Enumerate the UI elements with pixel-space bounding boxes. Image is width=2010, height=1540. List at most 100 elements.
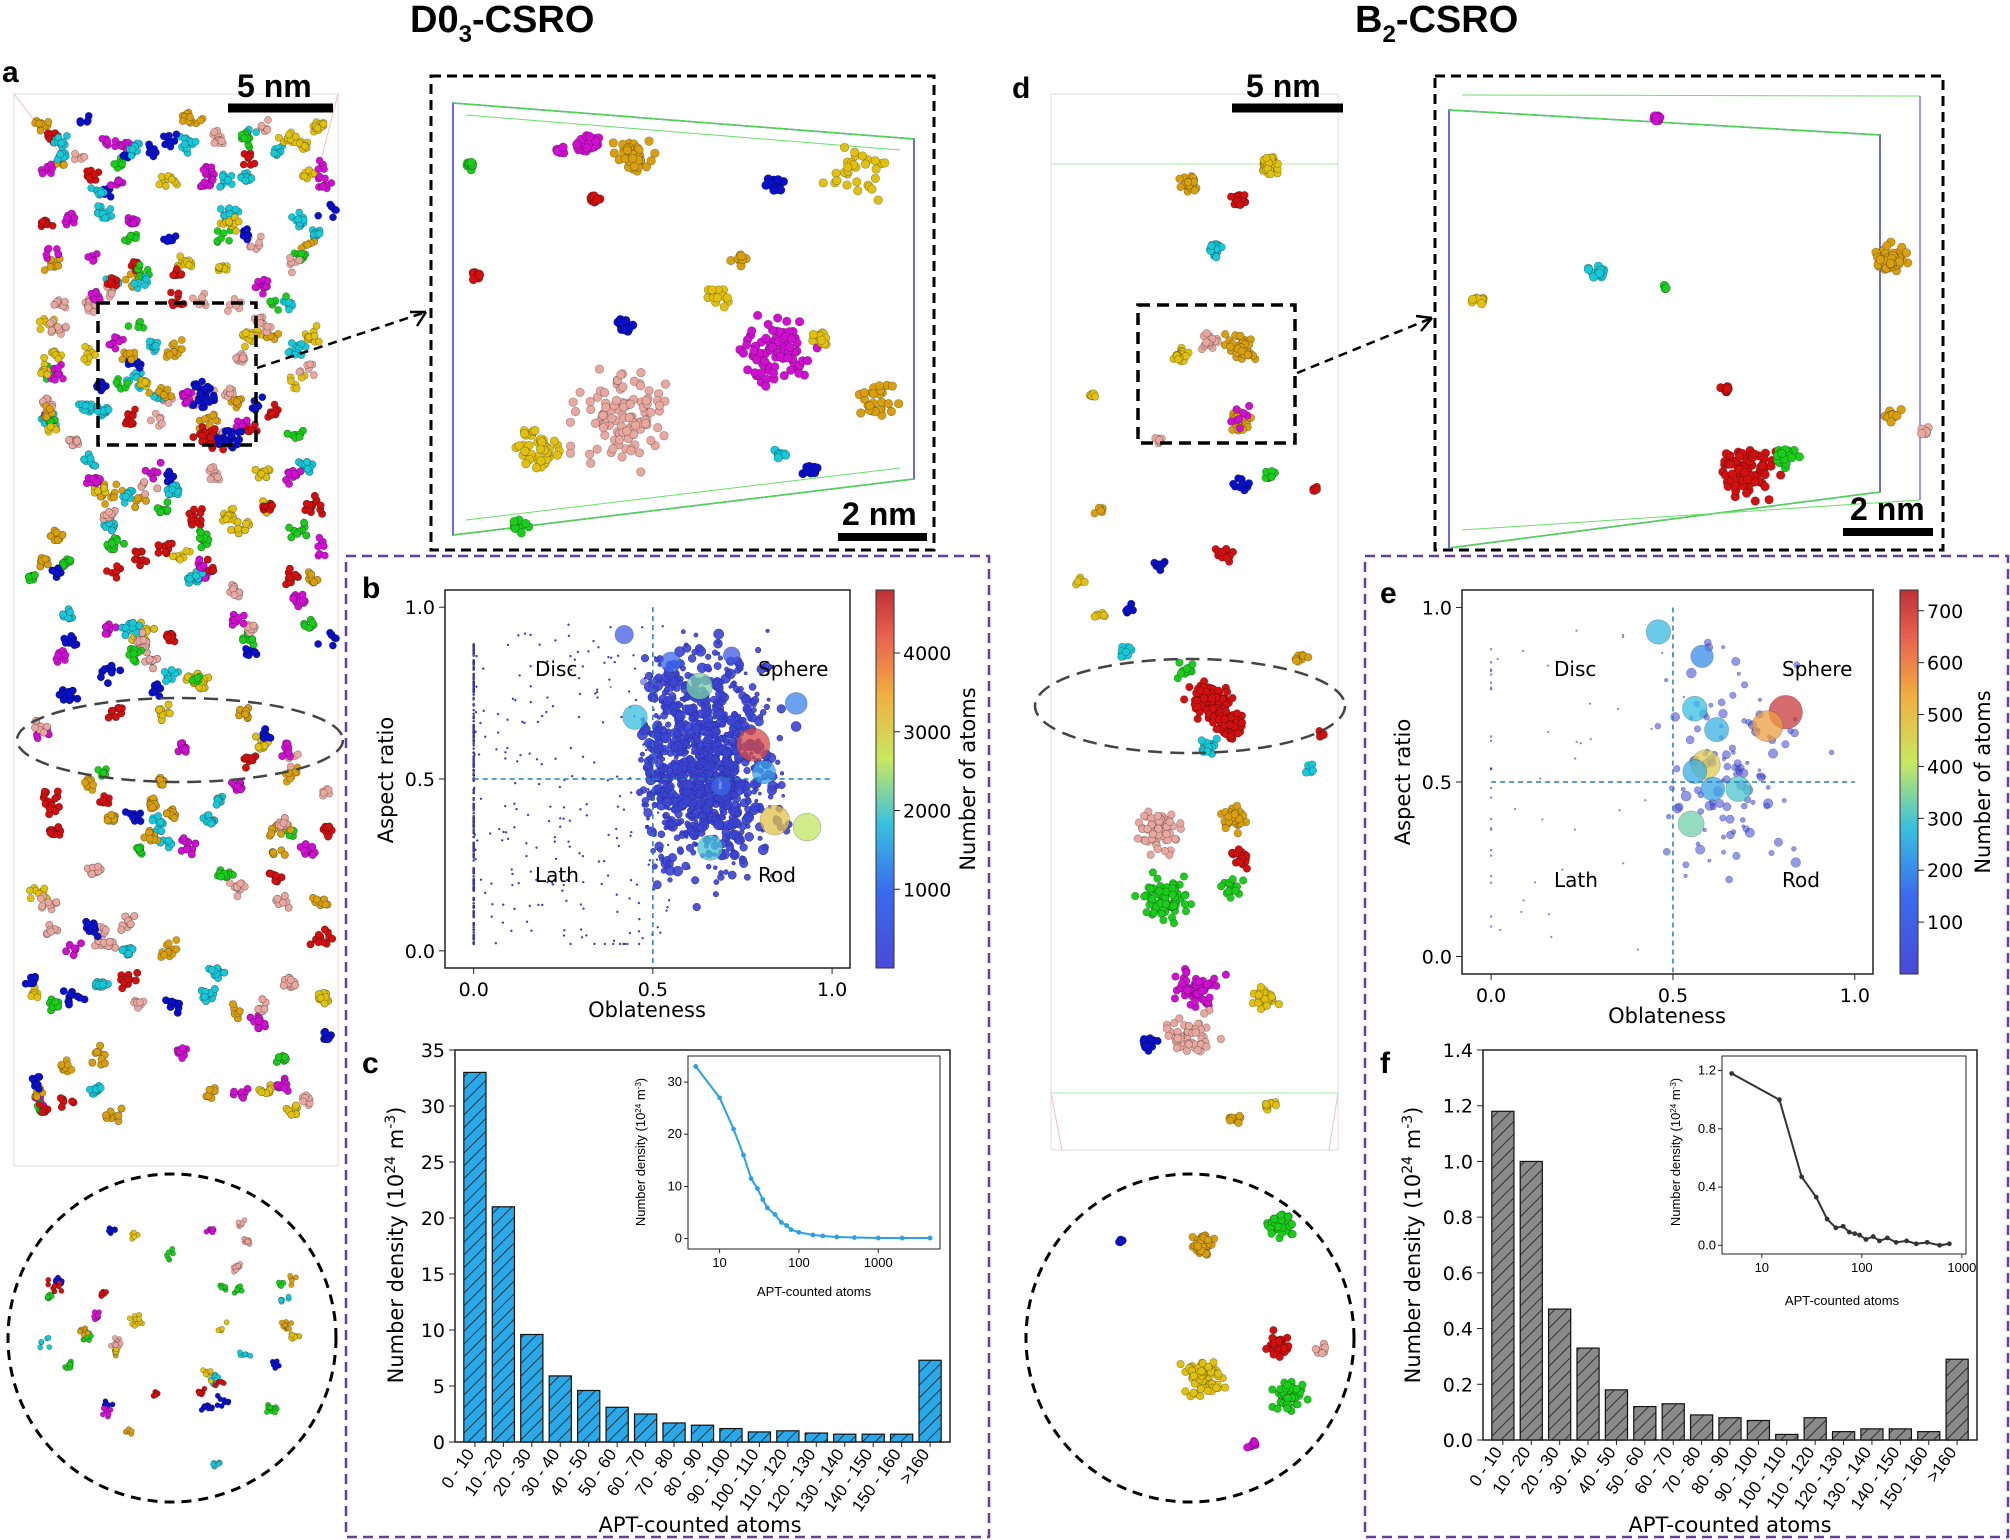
chart-f-ytick-1: 0.2 bbox=[1443, 1374, 1473, 1396]
chart-f-xlabel: APT-counted atoms bbox=[1628, 1513, 1831, 1537]
chart-c-inset-point-1 bbox=[717, 1095, 722, 1101]
chart-f-ytick-5: 1.0 bbox=[1443, 1151, 1473, 1173]
panel-label-a: a bbox=[2, 56, 19, 89]
chart-f-inset-point-2 bbox=[1799, 1174, 1805, 1180]
chart-c-inset-point-10 bbox=[784, 1223, 790, 1228]
chart-b-highlight-point-6 bbox=[736, 727, 771, 762]
chart-c-inset-point-13 bbox=[810, 1232, 816, 1238]
chart-e-colorbar-label: Number of atoms bbox=[1971, 690, 1995, 873]
chart-c-inset-point-18 bbox=[899, 1235, 905, 1241]
panel-label-e: e bbox=[1380, 577, 1397, 610]
zoom-arrow-d bbox=[1296, 316, 1433, 375]
chart-c-inset-point-5 bbox=[755, 1186, 760, 1191]
chart-b-ytick-1: 0.5 bbox=[405, 769, 435, 791]
chart-e-highlight-point-8 bbox=[1682, 759, 1708, 784]
chart-c-ytick-7: 35 bbox=[421, 1040, 445, 1062]
chart-b-scatter: 0.0 0.5 1.00.00.51.0 Disc Sphere Lath Rod … bbox=[374, 589, 980, 1022]
chart-e-xtick-2: 1.0 bbox=[1840, 985, 1870, 1007]
chart-e-colorbar-tick-4: 500 bbox=[1927, 705, 1963, 727]
chart-b-ytick-2: 1.0 bbox=[405, 597, 435, 619]
chart-b-highlight-point-1 bbox=[722, 646, 741, 665]
chart-b-highlight-point-9 bbox=[697, 834, 724, 861]
chart-f-inset-point-16 bbox=[1913, 1241, 1919, 1247]
panel-a-reconstruction: 5 nm bbox=[13, 68, 345, 1167]
chart-e-xtick-1: 0.5 bbox=[1658, 985, 1688, 1007]
chart-e-points bbox=[1489, 619, 1835, 951]
chart-c-ytick-3: 15 bbox=[421, 1264, 445, 1286]
chart-c-ytick-2: 10 bbox=[421, 1320, 445, 1342]
chart-e-highlight-point-4 bbox=[1677, 810, 1705, 838]
chart-c-xtick-16: >160 bbox=[896, 1445, 934, 1487]
chart-f-inset-xlabel: APT-counted atoms bbox=[1785, 1293, 1900, 1308]
chart-e-highlight-point-9 bbox=[1700, 776, 1726, 802]
chart-b-colorbar-tick-0: 1000 bbox=[903, 879, 951, 901]
chart-b-points bbox=[472, 623, 822, 946]
chart-f-inset-point-14 bbox=[1893, 1239, 1899, 1245]
chart-f-ytick-2: 0.4 bbox=[1443, 1319, 1473, 1341]
slice-circle-a bbox=[6, 1172, 338, 1504]
chart-b-highlight-point-5 bbox=[710, 775, 732, 797]
chart-e-colorbar bbox=[1899, 589, 1919, 975]
chart-f-ytick-4: 0.8 bbox=[1443, 1207, 1473, 1229]
chart-c-inset: 10 100 1000 0 10 20 30 APT-counted atoms Numbe… bbox=[633, 1055, 941, 1299]
chart-e-scatter: 0.0 0.5 1.00.00.51.0 Disc Sphere Lath Rod … bbox=[1391, 589, 1995, 1028]
chart-f-inset-point-0 bbox=[1729, 1071, 1735, 1076]
chart-f-inset-ytick-3: 1.2 bbox=[1698, 1063, 1716, 1078]
panel-label-b: b bbox=[362, 572, 380, 605]
chart-b-xtick-2: 1.0 bbox=[817, 979, 847, 1001]
panel-d-reconstruction: 5 nm bbox=[1033, 68, 1347, 1151]
chart-b-ytick-0: 0.0 bbox=[405, 941, 435, 963]
chart-e-ylabel: Aspect ratio bbox=[1391, 719, 1415, 845]
chart-c-inset-point-15 bbox=[834, 1234, 840, 1240]
chart-e-colorbar-tick-1: 200 bbox=[1927, 860, 1963, 882]
chart-c-inset-point-17 bbox=[875, 1235, 881, 1241]
chart-f-ylabel: Number density (1024 m-3) bbox=[1400, 1107, 1425, 1384]
chart-f-inset-point-12 bbox=[1877, 1238, 1882, 1244]
chart-f-inset-point-6 bbox=[1840, 1223, 1846, 1229]
zoom-box-d bbox=[1136, 303, 1297, 445]
chart-c-inset-point-7 bbox=[764, 1205, 770, 1211]
chart-b-colorbar bbox=[875, 589, 895, 969]
chart-e-colorbar-tick-3: 400 bbox=[1927, 756, 1963, 778]
panel-label-d: d bbox=[1012, 72, 1030, 105]
chart-f-inset-point-8 bbox=[1852, 1231, 1858, 1237]
chart-f-inset-ylabel: Number density (1024 m-3) bbox=[1668, 1078, 1683, 1226]
chart-b-colorbar-tick-2: 3000 bbox=[903, 722, 951, 744]
chart-e-highlight-point-1 bbox=[1751, 710, 1784, 742]
chart-b-colorbar-tick-3: 4000 bbox=[903, 643, 951, 665]
chart-c-inset-point-11 bbox=[788, 1227, 794, 1233]
zoom-panel-d: 2 nm bbox=[1433, 74, 1945, 552]
chart-c-inset-ytick-0: 0 bbox=[675, 1231, 682, 1246]
chart-e-region-lath: Lath bbox=[1554, 868, 1598, 892]
chart-f-inset-xtick-2: 1000 bbox=[1947, 1260, 1976, 1275]
chart-b-highlight-point-11 bbox=[660, 651, 682, 673]
chart-c-inset-point-19 bbox=[927, 1235, 933, 1241]
chart-b-colorbar-tick-1: 2000 bbox=[903, 801, 951, 823]
chart-e-highlight-point-7 bbox=[1704, 717, 1730, 743]
chart-f-inset-xtick-1: 100 bbox=[1851, 1260, 1873, 1275]
zoom-panel-a: 2 nm bbox=[429, 74, 936, 552]
chart-c-inset-point-12 bbox=[796, 1229, 802, 1235]
chart-f-ytick-7: 1.4 bbox=[1443, 1040, 1473, 1062]
chart-c-bars bbox=[463, 1071, 942, 1443]
chart-e-ytick-1: 0.5 bbox=[1422, 772, 1452, 794]
chart-e-ytick-0: 0.0 bbox=[1422, 947, 1452, 969]
chart-c-ytick-1: 5 bbox=[433, 1376, 445, 1398]
dashed-box-right bbox=[1363, 554, 2010, 1539]
chart-b-highlight-point-3 bbox=[622, 704, 648, 730]
chart-b-highlight-point-10 bbox=[784, 692, 808, 715]
chart-f-inset-point-18 bbox=[1937, 1242, 1943, 1248]
chart-c-inset-xtick-2: 1000 bbox=[864, 1255, 893, 1270]
chart-c-inset-line bbox=[694, 1065, 931, 1239]
chart-f-bars bbox=[1491, 1110, 1969, 1441]
chart-b-xlabel: Oblateness bbox=[588, 998, 706, 1022]
slice-circle-d bbox=[1024, 1172, 1356, 1504]
chart-e-xlabel: Oblateness bbox=[1608, 1004, 1726, 1028]
chart-b-region-rod: Rod bbox=[758, 863, 796, 887]
chart-e-region-rod: Rod bbox=[1782, 868, 1820, 892]
chart-f-inset-point-19 bbox=[1946, 1241, 1952, 1247]
